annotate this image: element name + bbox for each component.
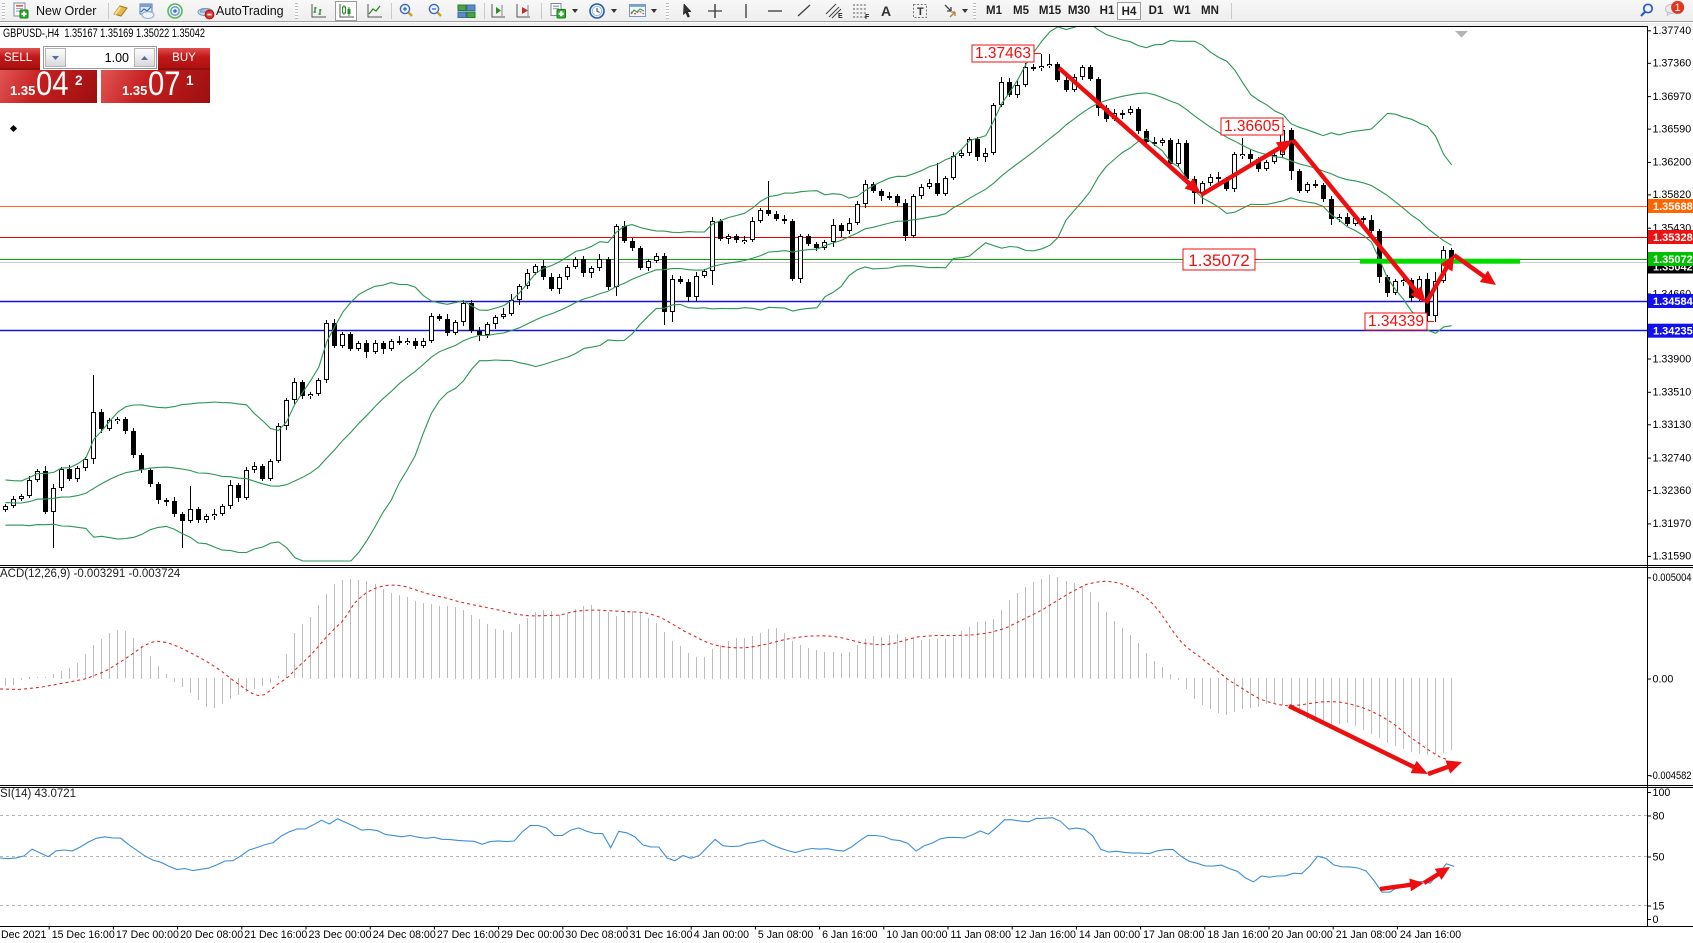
svg-text:E: E	[838, 13, 843, 20]
svg-text:10 Jan 00:00: 10 Jan 00:00	[886, 929, 947, 941]
svg-text:1.37463: 1.37463	[975, 45, 1031, 62]
svg-text:15 Dec 16:00: 15 Dec 16:00	[52, 929, 115, 941]
svg-text:1.31590: 1.31590	[1653, 551, 1692, 563]
svg-text:1.34339: 1.34339	[1368, 313, 1424, 330]
svg-text:4 Jan 00:00: 4 Jan 00:00	[694, 929, 749, 941]
svg-text:1.31970: 1.31970	[1653, 518, 1692, 530]
svg-text:23 Dec 00:00: 23 Dec 00:00	[309, 929, 372, 941]
svg-text:Dec 2021: Dec 2021	[1, 929, 46, 941]
svg-text:1.32360: 1.32360	[1653, 485, 1692, 497]
svg-text:1.35072: 1.35072	[1653, 254, 1693, 266]
svg-text:27 Dec 16:00: 27 Dec 16:00	[437, 929, 500, 941]
svg-text:18 Jan 16:00: 18 Jan 16:00	[1207, 929, 1268, 941]
svg-text:1.35820: 1.35820	[1653, 189, 1692, 201]
svg-text:17 Dec 00:00: 17 Dec 00:00	[116, 929, 179, 941]
svg-text:6 Jan 16:00: 6 Jan 16:00	[822, 929, 877, 941]
svg-text:1.33130: 1.33130	[1653, 419, 1692, 431]
svg-text:0.005004: 0.005004	[1653, 572, 1692, 584]
svg-text:1.37360: 1.37360	[1653, 58, 1692, 70]
svg-text:F: F	[865, 14, 870, 20]
svg-text:SI(14) 43.0721: SI(14) 43.0721	[0, 788, 76, 800]
svg-text:5 Jan 08:00: 5 Jan 08:00	[758, 929, 813, 941]
svg-text:80: 80	[1653, 810, 1665, 822]
svg-text:24 Dec 08:00: 24 Dec 08:00	[373, 929, 436, 941]
svg-text:31 Dec 16:00: 31 Dec 16:00	[630, 929, 693, 941]
svg-text:24 Jan 16:00: 24 Jan 16:00	[1400, 929, 1461, 941]
svg-text:1.32740: 1.32740	[1653, 452, 1692, 464]
svg-text:50: 50	[1653, 851, 1665, 863]
svg-text:1.35328: 1.35328	[1653, 232, 1693, 244]
svg-text:ACD(12,26,9) -0.003291 -0.0037: ACD(12,26,9) -0.003291 -0.003724	[0, 568, 181, 580]
svg-text:15: 15	[1653, 900, 1665, 912]
svg-text:1.35688: 1.35688	[1653, 201, 1693, 213]
svg-text:1.36590: 1.36590	[1653, 123, 1692, 135]
svg-text:12 Jan 16:00: 12 Jan 16:00	[1015, 929, 1076, 941]
svg-text:100: 100	[1653, 787, 1671, 799]
svg-text:21 Jan 08:00: 21 Jan 08:00	[1336, 929, 1397, 941]
svg-text:1.36970: 1.36970	[1653, 91, 1692, 103]
svg-text:1.37740: 1.37740	[1653, 25, 1692, 37]
svg-text:30 Dec 08:00: 30 Dec 08:00	[565, 929, 628, 941]
svg-text:29 Dec 00:00: 29 Dec 00:00	[501, 929, 564, 941]
svg-text:1: 1	[1675, 2, 1681, 14]
svg-text:0.00: 0.00	[1653, 673, 1674, 685]
svg-text:20 Dec 08:00: 20 Dec 08:00	[180, 929, 243, 941]
svg-text:1.35072: 1.35072	[1188, 251, 1249, 270]
svg-text:1.36605: 1.36605	[1224, 118, 1280, 135]
svg-text:21 Dec 16:00: 21 Dec 16:00	[244, 929, 307, 941]
svg-text:1.33510: 1.33510	[1653, 387, 1692, 399]
svg-text:1.34235: 1.34235	[1653, 326, 1693, 338]
svg-text:1.33900: 1.33900	[1653, 353, 1692, 365]
svg-text:11 Jan 08:00: 11 Jan 08:00	[951, 929, 1012, 941]
svg-text:-0.004582: -0.004582	[1650, 770, 1692, 782]
svg-text:17 Jan 08:00: 17 Jan 08:00	[1143, 929, 1204, 941]
svg-text:T: T	[917, 6, 924, 18]
svg-text:20 Jan 00:00: 20 Jan 00:00	[1272, 929, 1333, 941]
svg-text:14 Jan 00:00: 14 Jan 00:00	[1079, 929, 1140, 941]
svg-text:1.36200: 1.36200	[1653, 157, 1692, 169]
svg-text:1.34584: 1.34584	[1653, 296, 1693, 308]
svg-text:0: 0	[1653, 914, 1659, 926]
